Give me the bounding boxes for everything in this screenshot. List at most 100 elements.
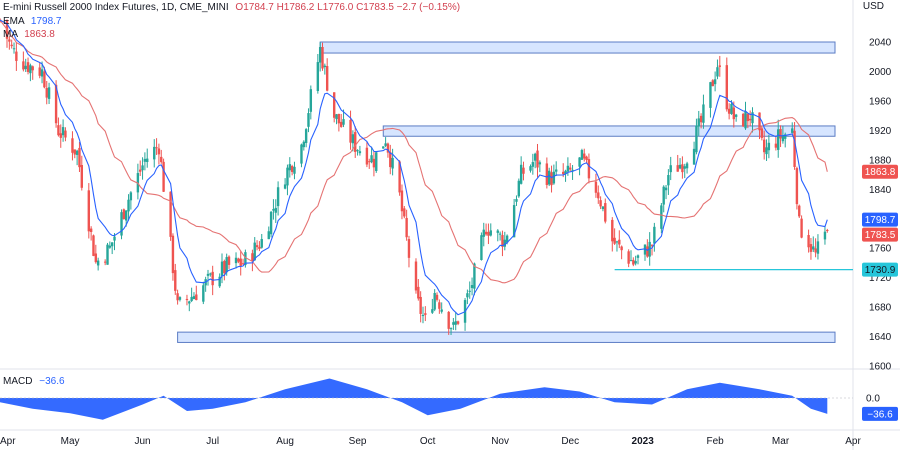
candle-body xyxy=(309,89,313,112)
candle-body xyxy=(382,146,385,149)
candle-body xyxy=(157,148,161,155)
candle-body xyxy=(618,239,621,245)
candle-body xyxy=(517,180,521,197)
candle-body xyxy=(452,322,455,325)
candle-body xyxy=(632,259,635,265)
candle-body xyxy=(599,200,602,207)
candle-body xyxy=(695,125,698,153)
y-tick-label: 2040 xyxy=(869,38,892,49)
candle-body xyxy=(650,245,654,247)
candle-body xyxy=(529,166,532,171)
candle-body xyxy=(552,171,556,184)
candle-body xyxy=(192,296,196,299)
candle-body xyxy=(113,236,116,241)
candle-body xyxy=(431,309,434,313)
price-badge-label: 1783.5 xyxy=(865,230,896,241)
candle-body xyxy=(716,67,719,77)
candle-body xyxy=(487,231,490,236)
candle-body xyxy=(218,276,221,287)
candle-body xyxy=(734,114,738,117)
candle-body xyxy=(767,142,771,151)
candle-body xyxy=(449,328,453,330)
candle-body xyxy=(365,147,369,165)
candle-body xyxy=(538,162,542,165)
candle-body xyxy=(643,244,647,255)
candle-body xyxy=(239,258,242,266)
candle-body xyxy=(12,48,16,50)
candle-body xyxy=(323,65,327,68)
candle-body xyxy=(468,290,471,292)
candle-body xyxy=(185,298,189,301)
candle-body xyxy=(38,67,41,76)
x-tick-label: Apr xyxy=(845,436,861,447)
candle-body xyxy=(349,119,352,143)
candle-body xyxy=(709,82,712,108)
candle-body xyxy=(440,309,443,312)
candle-body xyxy=(124,210,128,221)
candle-body xyxy=(103,261,107,263)
x-tick-label: Jun xyxy=(134,436,150,447)
ohlc-values: O1784.7 H1786.2 L1776.0 C1783.5 −2.7 (−0… xyxy=(235,2,461,13)
candle-body xyxy=(332,92,336,118)
x-tick-label: 2023 xyxy=(632,436,655,447)
candle-body xyxy=(489,230,492,236)
candle-body xyxy=(454,321,457,325)
macd-legend: MACD −36.6 xyxy=(3,376,65,387)
candle-body xyxy=(562,171,565,175)
candle-body xyxy=(795,168,799,205)
candle-body xyxy=(692,148,696,165)
candle-body xyxy=(139,169,142,172)
candle-body xyxy=(482,229,485,237)
candle-body xyxy=(386,143,390,153)
candle-body xyxy=(106,244,109,265)
currency-label: USD xyxy=(862,1,884,12)
candle-body xyxy=(398,161,401,193)
candle-body xyxy=(223,260,226,274)
candle-body xyxy=(321,47,324,69)
candle-body xyxy=(384,143,387,146)
candle-body xyxy=(746,113,750,122)
candle-body xyxy=(744,111,747,129)
candle-body xyxy=(503,239,506,247)
candle-body xyxy=(629,260,633,262)
x-tick-label: Jul xyxy=(206,436,219,447)
symbol-title: E-mini Russell 2000 Index Futures, 1D, C… xyxy=(3,2,229,13)
candle-body xyxy=(594,181,598,193)
candle-body xyxy=(653,226,656,244)
candle-body xyxy=(522,167,525,174)
candle-body xyxy=(389,152,392,168)
resistance-zone xyxy=(319,41,836,54)
candle-body xyxy=(43,71,46,88)
candle-body xyxy=(274,207,277,213)
candle-body xyxy=(798,205,801,217)
macd-badge xyxy=(862,406,898,421)
candle-body xyxy=(206,273,210,276)
candle-body xyxy=(634,261,637,264)
candle-body xyxy=(725,65,729,110)
candle-body xyxy=(80,165,83,188)
candle-body xyxy=(190,296,193,301)
ema-label: EMA xyxy=(3,16,25,27)
candle-body xyxy=(547,170,551,185)
candle-body xyxy=(826,229,829,231)
candle-body xyxy=(550,172,553,186)
candle-body xyxy=(456,321,460,324)
candle-body xyxy=(466,293,469,298)
candle-body xyxy=(129,192,133,201)
candle-body xyxy=(660,205,663,229)
candle-body xyxy=(777,129,780,150)
candle-body xyxy=(351,134,355,144)
candle-body xyxy=(78,147,81,168)
candle-body xyxy=(585,156,588,161)
candle-body xyxy=(800,218,803,238)
candle-body xyxy=(791,128,794,133)
resistance-zone xyxy=(382,125,836,137)
candle-body xyxy=(531,162,535,167)
candle-body xyxy=(61,127,65,136)
candle-body xyxy=(174,270,177,291)
ema-legend: EMA 1798.7 xyxy=(3,16,62,28)
y-tick-label: 1600 xyxy=(869,362,892,373)
candle-body xyxy=(234,257,238,264)
candle-body xyxy=(318,46,322,63)
candle-body xyxy=(545,163,549,185)
